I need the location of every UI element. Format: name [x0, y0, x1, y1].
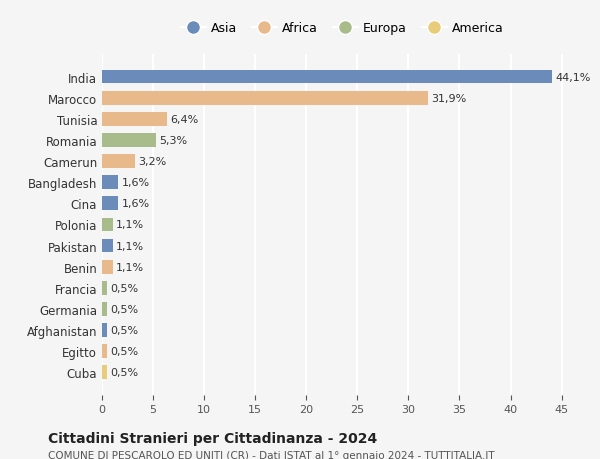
Bar — [102, 302, 107, 316]
Bar — [102, 366, 107, 379]
Bar — [102, 176, 118, 190]
Text: 5,3%: 5,3% — [159, 135, 187, 146]
Bar — [102, 218, 113, 232]
Bar — [102, 345, 107, 358]
Bar — [102, 155, 134, 168]
Text: 1,1%: 1,1% — [116, 262, 145, 272]
Text: 0,5%: 0,5% — [110, 347, 138, 356]
Bar — [102, 281, 107, 295]
Text: COMUNE DI PESCAROLO ED UNITI (CR) - Dati ISTAT al 1° gennaio 2024 - TUTTITALIA.I: COMUNE DI PESCAROLO ED UNITI (CR) - Dati… — [48, 450, 494, 459]
Text: 3,2%: 3,2% — [138, 157, 166, 167]
Bar — [102, 112, 167, 126]
Text: 1,6%: 1,6% — [121, 178, 149, 188]
Bar — [102, 239, 113, 253]
Bar — [102, 197, 118, 211]
Text: 1,6%: 1,6% — [121, 199, 149, 209]
Bar — [102, 92, 428, 105]
Text: 1,1%: 1,1% — [116, 241, 145, 251]
Text: 0,5%: 0,5% — [110, 325, 138, 335]
Text: 0,5%: 0,5% — [110, 283, 138, 293]
Text: 0,5%: 0,5% — [110, 304, 138, 314]
Text: 44,1%: 44,1% — [556, 73, 591, 82]
Text: Cittadini Stranieri per Cittadinanza - 2024: Cittadini Stranieri per Cittadinanza - 2… — [48, 431, 377, 445]
Bar — [102, 134, 156, 147]
Text: 0,5%: 0,5% — [110, 368, 138, 377]
Text: 31,9%: 31,9% — [431, 94, 466, 103]
Text: 1,1%: 1,1% — [116, 220, 145, 230]
Bar — [102, 324, 107, 337]
Bar — [102, 71, 553, 84]
Legend: Asia, Africa, Europa, America: Asia, Africa, Europa, America — [176, 17, 508, 40]
Bar — [102, 260, 113, 274]
Text: 6,4%: 6,4% — [170, 115, 199, 124]
